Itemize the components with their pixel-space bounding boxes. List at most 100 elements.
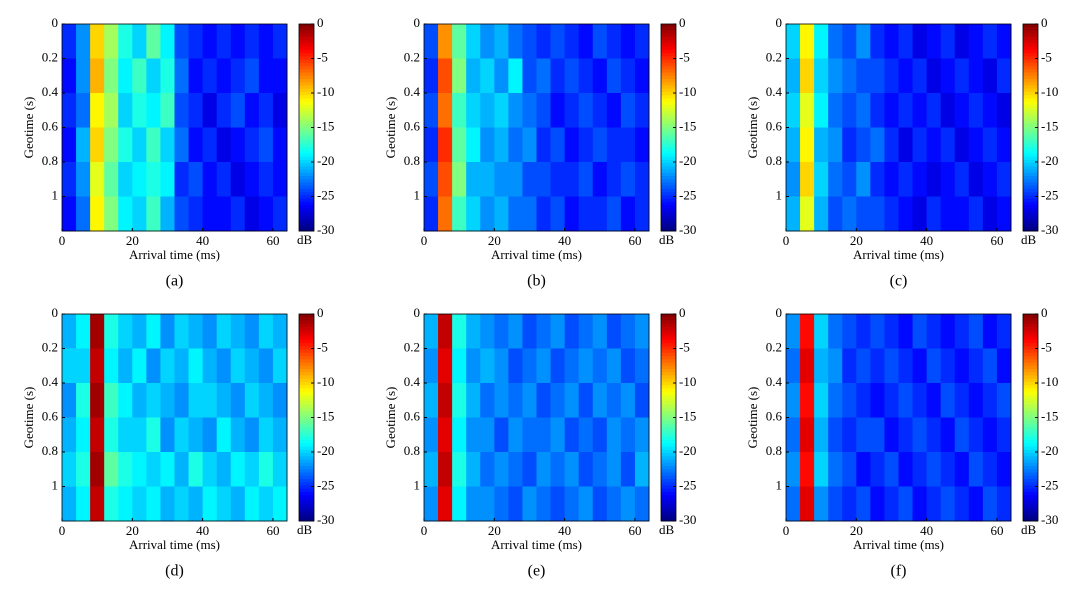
colorbar-segment — [1023, 446, 1038, 451]
colorbar-segment — [661, 188, 676, 193]
heat-cell — [160, 127, 175, 163]
heat-cell — [982, 162, 998, 197]
heat-cell — [452, 127, 467, 163]
colorbar-tick-label: -15 — [1041, 408, 1058, 423]
colorbar-segment — [299, 53, 314, 57]
heat-cell — [620, 93, 636, 128]
heat-cell — [76, 93, 91, 128]
heat-cell — [146, 417, 161, 453]
heat-cell — [424, 24, 439, 59]
colorbar-segment — [661, 430, 676, 435]
colorbar-segment — [299, 69, 314, 74]
colorbar-segment — [1023, 98, 1038, 103]
colorbar-segment — [661, 62, 676, 67]
heat-cell — [202, 486, 218, 522]
heat-cell — [424, 127, 439, 163]
heat-cell — [118, 417, 133, 453]
heat-cell — [536, 93, 552, 128]
colorbar-segment — [661, 436, 676, 441]
heat-cell — [578, 196, 594, 232]
colorbar-segment — [1023, 69, 1038, 74]
heat-cell — [466, 348, 481, 384]
heat-cell — [230, 58, 246, 94]
colorbar-segment — [1023, 517, 1038, 522]
heat-cell — [620, 314, 636, 349]
heat-cell — [466, 93, 481, 128]
y-tick-label: 0.8 — [766, 153, 782, 168]
heat-cell — [132, 196, 147, 232]
y-axis-label: Geotime (s) — [383, 387, 398, 449]
heat-cell — [466, 383, 481, 418]
colorbar-segment — [1023, 214, 1038, 219]
colorbar-segment — [299, 365, 314, 370]
colorbar-segment — [1023, 475, 1038, 480]
heat-cell — [174, 162, 190, 197]
colorbar-segment — [1023, 362, 1038, 367]
colorbar-segment — [1023, 466, 1038, 470]
heat-cell — [842, 127, 857, 163]
y-tick-label: 0.6 — [42, 408, 59, 423]
heat-cell — [188, 93, 204, 128]
heat-cell — [216, 24, 232, 59]
colorbar-segment — [661, 427, 676, 431]
heat-cell — [258, 162, 274, 197]
heat-cell — [494, 162, 509, 197]
colorbar-segment — [299, 394, 314, 399]
panel-caption: (c) — [890, 273, 908, 290]
y-tick-label: 0.8 — [42, 443, 58, 458]
heat-cell — [982, 383, 998, 418]
colorbar-segment — [1023, 414, 1038, 418]
heat-cell — [494, 486, 509, 522]
heat-cell — [912, 58, 928, 94]
colorbar-segment — [1023, 378, 1038, 383]
heat-cell — [174, 486, 190, 522]
colorbar-segment — [661, 98, 676, 103]
heat-cell — [912, 196, 928, 232]
colorbar-segment — [299, 359, 314, 364]
colorbar-segment — [661, 472, 676, 477]
heat-cell — [856, 314, 871, 349]
heat-cell — [996, 486, 1012, 522]
heat-cell — [564, 24, 580, 59]
heat-cell — [272, 24, 288, 59]
colorbar-segment — [1023, 163, 1038, 167]
heat-cell — [132, 93, 147, 128]
x-tick-label: 40 — [558, 523, 571, 538]
heat-cell — [244, 348, 260, 384]
colorbar-segment — [661, 404, 676, 409]
colorbar-segment — [1023, 343, 1038, 347]
colorbar-segment — [299, 188, 314, 193]
colorbar-segment — [661, 365, 676, 370]
colorbar-segment — [661, 227, 676, 232]
heat-cell — [424, 486, 439, 522]
x-tick-label: 60 — [990, 233, 1003, 248]
heat-cell — [550, 196, 566, 232]
heat-cell — [146, 162, 161, 197]
heat-cell — [522, 452, 537, 487]
heat-cell — [968, 58, 984, 94]
colorbar-segment — [661, 111, 676, 116]
colorbar-segment — [299, 143, 314, 148]
colorbar-segment — [299, 498, 314, 503]
heat-cell — [76, 486, 91, 522]
heat-cell — [786, 348, 801, 384]
heat-cell — [940, 486, 956, 522]
heat-cell — [634, 127, 650, 163]
heat-cell — [606, 348, 622, 384]
colorbar-segment — [1023, 391, 1038, 396]
heat-cell — [620, 196, 636, 232]
heat-cell — [522, 417, 537, 453]
y-tick-label: 0.4 — [766, 84, 783, 99]
heat-cell — [606, 196, 622, 232]
colorbar-segment — [1023, 218, 1038, 222]
colorbar-segment — [1023, 75, 1038, 80]
heat-cell — [146, 24, 161, 59]
heat-cell — [828, 24, 843, 59]
colorbar-segment — [299, 46, 314, 51]
heat-cell — [898, 452, 914, 487]
heat-cell — [522, 162, 537, 197]
y-tick-label: 0.8 — [404, 443, 420, 458]
colorbar-segment — [1023, 323, 1038, 328]
colorbar-segment — [299, 430, 314, 435]
heat-cell — [424, 348, 439, 384]
